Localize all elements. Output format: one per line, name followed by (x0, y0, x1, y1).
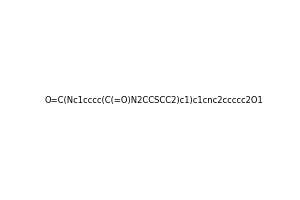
Text: O=C(Nc1cccc(C(=O)N2CCSCC2)c1)c1cnc2ccccc2O1: O=C(Nc1cccc(C(=O)N2CCSCC2)c1)c1cnc2ccccc… (44, 97, 263, 106)
